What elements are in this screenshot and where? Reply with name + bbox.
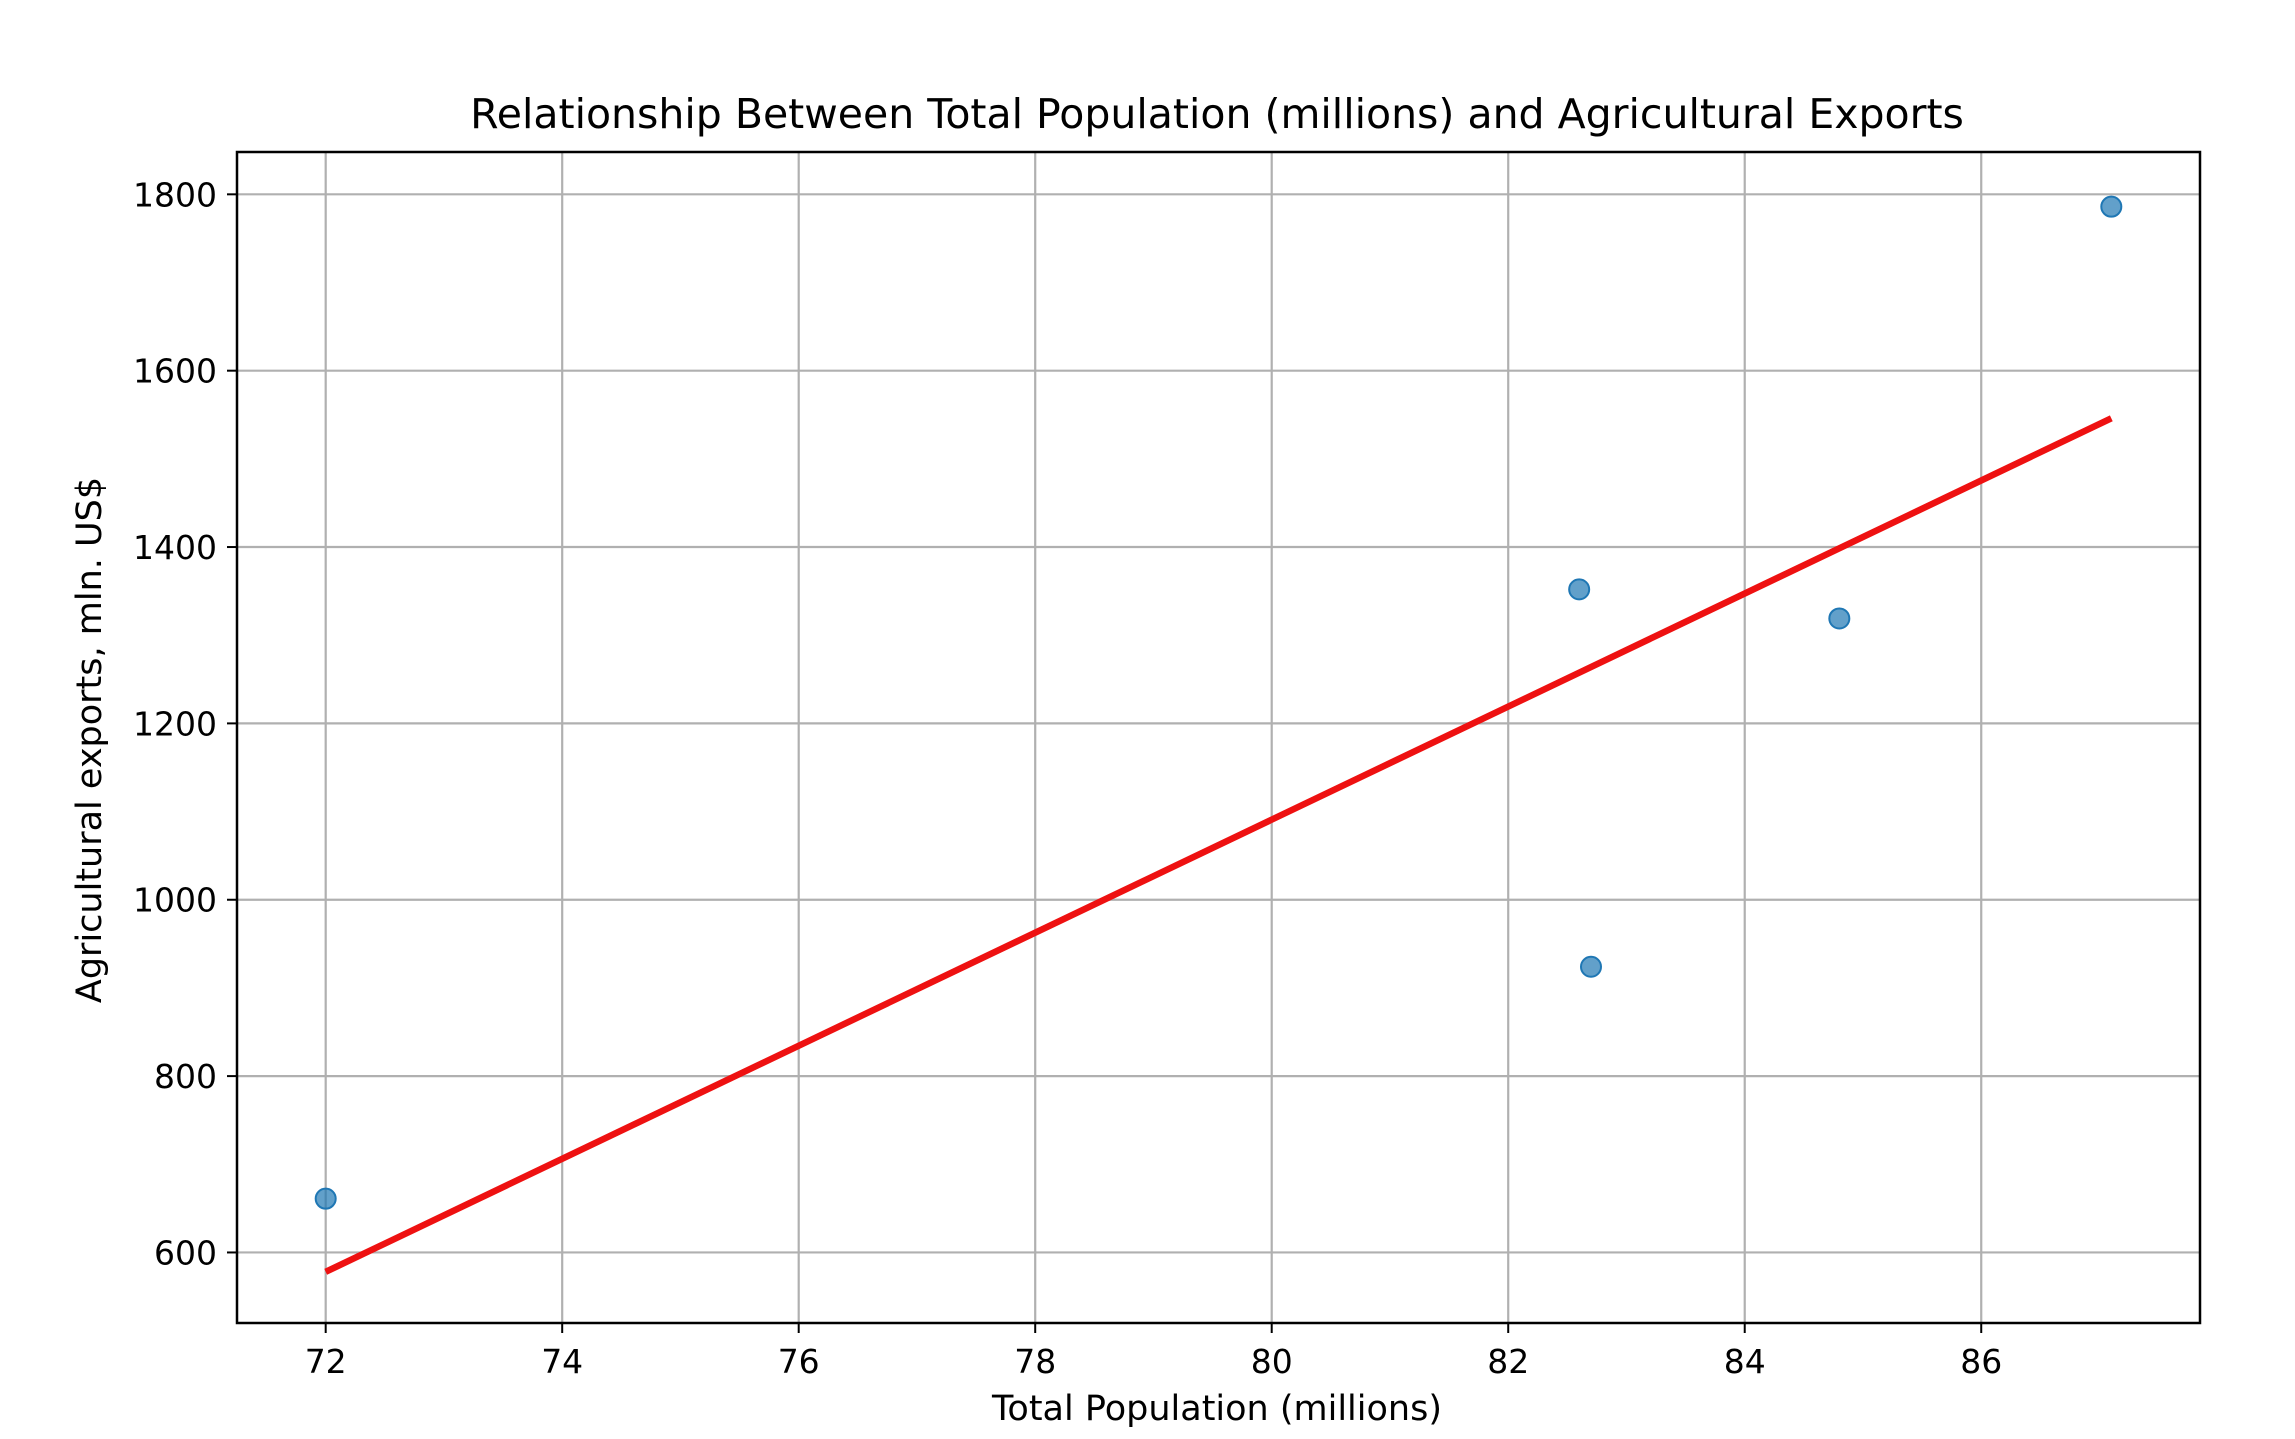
y-tick-label: 1000 xyxy=(133,881,217,920)
data-point xyxy=(1568,578,1591,601)
y-tick-label: 800 xyxy=(154,1057,217,1096)
y-tick-label: 1800 xyxy=(133,175,217,214)
x-tick-label: 86 xyxy=(1960,1342,2002,1381)
y-tick-label: 1600 xyxy=(133,352,217,391)
y-axis-ticks: 600 800 1000 1200 1400 1600 1800 xyxy=(133,175,237,1272)
x-tick-label: 72 xyxy=(305,1342,347,1381)
y-tick-label: 1400 xyxy=(133,528,217,567)
trend-line xyxy=(324,415,2113,1275)
data-point xyxy=(314,1187,337,1210)
y-tick-label: 600 xyxy=(154,1233,217,1272)
data-points-layer xyxy=(314,195,2123,1210)
data-point xyxy=(1579,955,1602,978)
data-point xyxy=(1828,607,1851,630)
trend-line-layer xyxy=(324,415,2113,1275)
x-axis-label: Total Population (millions) xyxy=(991,1389,1442,1429)
x-tick-label: 78 xyxy=(1014,1342,1056,1381)
x-tick-label: 76 xyxy=(778,1342,820,1381)
grid-lines xyxy=(237,152,2200,1323)
x-tick-label: 82 xyxy=(1487,1342,1529,1381)
x-tick-label: 80 xyxy=(1251,1342,1293,1381)
data-point xyxy=(2100,195,2123,218)
plot-frame xyxy=(235,150,2202,1325)
y-axis-label: Agricultural exports, mln. US$ xyxy=(70,477,110,1003)
y-tick-label: 1200 xyxy=(133,704,217,743)
x-axis-ticks: 72 74 76 78 80 82 84 86 xyxy=(305,1323,2002,1381)
x-tick-label: 84 xyxy=(1724,1342,1766,1381)
chart-title: Relationship Between Total Population (m… xyxy=(470,90,1964,138)
x-tick-label: 74 xyxy=(541,1342,583,1381)
